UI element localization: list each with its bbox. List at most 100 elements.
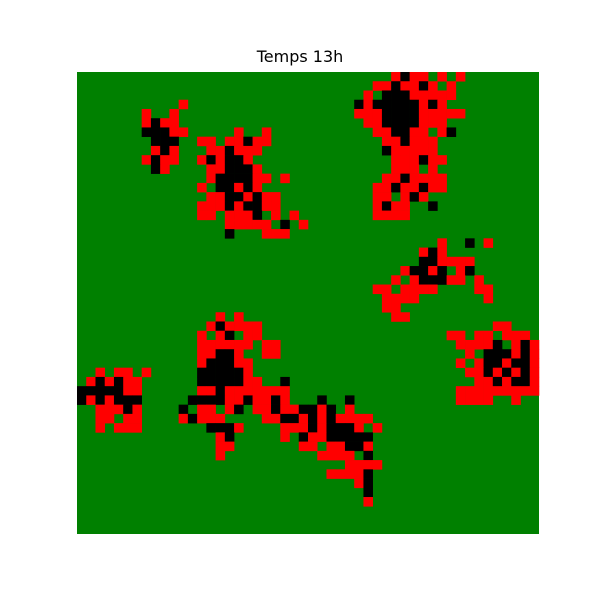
cell-burnt <box>150 127 161 137</box>
cell-burning <box>344 413 355 424</box>
cell-burning <box>428 108 438 119</box>
cell-burning <box>391 275 401 285</box>
cell-burning <box>446 256 457 267</box>
cell-burnt <box>381 108 392 119</box>
cell-burnt <box>224 182 235 193</box>
cell-burnt <box>391 118 401 128</box>
cell-burnt <box>123 395 133 405</box>
cell-burning <box>271 201 281 211</box>
cell-burnt <box>381 201 392 211</box>
cell-burning <box>437 256 447 267</box>
cell-burning <box>113 404 124 415</box>
cell-burning <box>400 210 410 221</box>
cell-burning <box>215 155 226 165</box>
cell-burning <box>160 155 170 165</box>
cell-burnt <box>418 182 429 193</box>
cell-burnt <box>224 192 235 202</box>
cell-burning <box>400 164 410 174</box>
cell-burnt <box>150 164 161 174</box>
cell-burning <box>123 413 133 424</box>
cell-burnt <box>344 441 355 452</box>
cell-burning <box>243 386 253 396</box>
cell-burnt <box>400 118 410 128</box>
cell-burning <box>372 118 383 128</box>
cell-burning <box>409 127 420 137</box>
cell-burning <box>437 155 447 165</box>
cell-burning <box>252 321 263 332</box>
cell-burning <box>391 136 401 147</box>
cell-burning <box>197 136 207 147</box>
cell-burning <box>335 441 346 452</box>
cell-burning <box>252 136 263 147</box>
cell-burning <box>234 145 244 156</box>
cell-burning <box>215 145 226 156</box>
cell-burnt <box>363 478 373 489</box>
cell-burnt <box>77 395 87 405</box>
cell-burning <box>474 395 484 405</box>
cell-burning <box>234 127 244 137</box>
cell-burning <box>428 164 438 174</box>
cell-burning <box>206 321 216 332</box>
cell-burnt <box>224 229 235 239</box>
cell-burning <box>261 339 272 350</box>
grid-background <box>77 72 539 534</box>
cell-burnt <box>150 118 161 128</box>
cell-burning <box>391 303 401 313</box>
cell-burning <box>483 386 494 396</box>
cell-burnt <box>483 367 494 378</box>
cell-burning <box>215 413 226 424</box>
cell-burning <box>234 136 244 147</box>
cell-burning <box>363 118 373 128</box>
cell-burning <box>280 229 290 239</box>
cell-burnt <box>215 321 226 332</box>
cell-burning <box>206 386 216 396</box>
cell-burnt <box>354 441 364 452</box>
cell-burning <box>243 367 253 378</box>
cell-burning <box>206 136 216 147</box>
cell-burning <box>418 72 429 82</box>
cell-burnt <box>224 201 235 211</box>
cell-burning <box>455 358 466 368</box>
cell-burning <box>261 173 272 184</box>
cell-burning <box>169 155 179 165</box>
cell-burnt <box>492 358 503 368</box>
cell-burning <box>409 155 420 165</box>
cell-burnt <box>206 367 216 378</box>
cell-burning <box>261 386 272 396</box>
cell-burning <box>400 312 410 322</box>
cell-burning <box>150 145 161 156</box>
cell-burning <box>344 469 355 479</box>
cell-burning <box>243 192 253 202</box>
cell-burning <box>95 423 106 433</box>
cell-burnt <box>354 432 364 442</box>
cell-burnt <box>409 266 420 276</box>
cell-burning <box>520 386 531 396</box>
cell-burnt <box>400 90 410 101</box>
cell-burning <box>234 358 244 368</box>
cell-burnt <box>409 99 420 110</box>
cell-burnt <box>520 376 531 387</box>
cell-burning <box>298 413 309 424</box>
cell-burnt <box>381 90 392 101</box>
cell-burning <box>381 127 392 137</box>
cell-burning <box>474 339 484 350</box>
cell-burnt <box>391 90 401 101</box>
cell-burnt <box>391 182 401 193</box>
cell-burnt <box>224 164 235 174</box>
cell-burning <box>511 339 521 350</box>
cell-burning <box>160 164 170 174</box>
cell-burnt <box>280 219 290 230</box>
cell-burnt <box>86 386 96 396</box>
cell-burnt <box>95 395 106 405</box>
cell-burnt <box>215 386 226 396</box>
cell-burnt <box>344 432 355 442</box>
cell-burning <box>224 395 235 405</box>
cell-burning <box>197 404 207 415</box>
cell-burning <box>261 404 272 415</box>
cell-burnt <box>95 386 106 396</box>
cell-burnt <box>160 145 170 156</box>
cell-burning <box>123 423 133 433</box>
cell-burning <box>261 201 272 211</box>
cell-burnt <box>465 238 475 248</box>
cell-burning <box>446 81 457 91</box>
